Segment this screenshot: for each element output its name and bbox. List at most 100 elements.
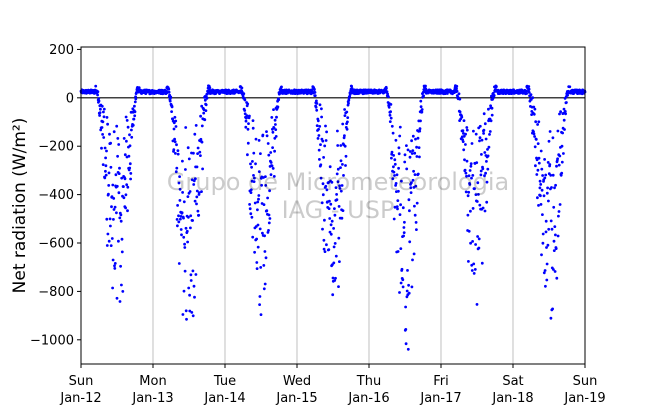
data-point <box>385 90 389 94</box>
data-point <box>395 205 399 209</box>
data-point <box>418 155 421 159</box>
data-point <box>339 189 343 193</box>
data-point <box>398 213 402 217</box>
data-point <box>267 221 271 225</box>
data-point <box>464 143 467 146</box>
data-point <box>495 85 498 88</box>
data-point <box>276 105 280 109</box>
y-axis-ticks: 200 0 −200 −400 −600 −800 −1000 <box>30 43 81 348</box>
data-point <box>469 241 472 245</box>
data-point <box>126 209 129 213</box>
data-point <box>324 139 328 142</box>
data-point <box>175 143 178 147</box>
data-point <box>175 218 179 221</box>
data-point <box>346 120 349 124</box>
data-point <box>176 152 180 156</box>
data-point <box>323 250 327 254</box>
data-point <box>564 112 567 116</box>
data-point <box>548 163 552 166</box>
data-point <box>183 246 187 249</box>
data-point <box>545 278 549 282</box>
data-point <box>176 204 180 207</box>
data-point <box>109 244 113 248</box>
data-point <box>183 242 187 246</box>
data-point <box>477 193 480 196</box>
data-point <box>111 286 114 290</box>
data-point <box>540 188 544 192</box>
data-point <box>512 88 515 92</box>
data-point <box>128 162 132 166</box>
data-point <box>348 95 351 99</box>
data-point <box>550 227 554 231</box>
data-point <box>524 89 528 93</box>
data-point <box>318 158 321 161</box>
data-point <box>107 239 111 243</box>
data-point <box>119 219 123 223</box>
data-point <box>130 135 134 139</box>
data-point <box>195 189 199 193</box>
data-point <box>257 139 261 142</box>
data-point <box>242 92 246 96</box>
data-point <box>105 244 109 247</box>
data-point <box>176 224 179 228</box>
data-point <box>203 118 207 122</box>
data-point <box>410 285 414 289</box>
data-point <box>97 99 101 103</box>
y-tick-label: 200 <box>49 43 74 58</box>
data-point <box>401 278 405 282</box>
data-point <box>335 172 339 176</box>
data-point <box>402 226 406 229</box>
data-point <box>257 197 260 201</box>
data-point <box>316 119 320 123</box>
data-point <box>470 176 473 180</box>
data-point <box>113 262 117 265</box>
data-point <box>167 87 171 91</box>
data-point <box>474 132 478 136</box>
data-point <box>397 146 401 150</box>
data-point <box>205 96 209 100</box>
data-point <box>110 205 113 209</box>
data-point <box>408 150 412 153</box>
data-point <box>266 142 270 145</box>
data-point <box>246 102 250 106</box>
data-point <box>537 204 540 207</box>
data-point <box>249 191 253 195</box>
data-point <box>178 175 182 179</box>
data-point <box>541 213 544 217</box>
data-point <box>334 254 338 258</box>
data-point <box>180 211 184 215</box>
data-point <box>481 167 485 171</box>
data-point <box>543 158 546 161</box>
data-point <box>274 128 278 132</box>
watermark-line: IAG - USP <box>282 196 395 224</box>
data-point <box>183 269 187 273</box>
data-point <box>193 132 197 136</box>
data-point <box>343 134 346 138</box>
data-point <box>561 131 564 135</box>
data-point <box>110 237 114 240</box>
data-point <box>120 250 124 254</box>
data-point <box>544 230 548 234</box>
data-point <box>467 229 471 233</box>
data-point <box>392 154 395 157</box>
data-point <box>269 161 273 164</box>
data-point <box>568 85 572 89</box>
data-point <box>345 110 349 114</box>
data-point <box>533 107 537 111</box>
data-point <box>251 160 254 163</box>
data-point <box>318 103 322 107</box>
data-point <box>411 258 414 262</box>
data-point <box>458 97 462 101</box>
data-point <box>200 190 203 194</box>
data-point <box>202 111 206 115</box>
data-point <box>265 134 269 138</box>
data-point <box>537 156 541 160</box>
y-tick-label: −600 <box>38 237 74 252</box>
data-point <box>551 136 555 140</box>
data-point <box>396 207 399 211</box>
data-point <box>173 115 177 119</box>
data-point <box>329 223 333 227</box>
data-point <box>330 219 334 223</box>
data-point <box>465 126 469 129</box>
data-point <box>552 239 556 243</box>
